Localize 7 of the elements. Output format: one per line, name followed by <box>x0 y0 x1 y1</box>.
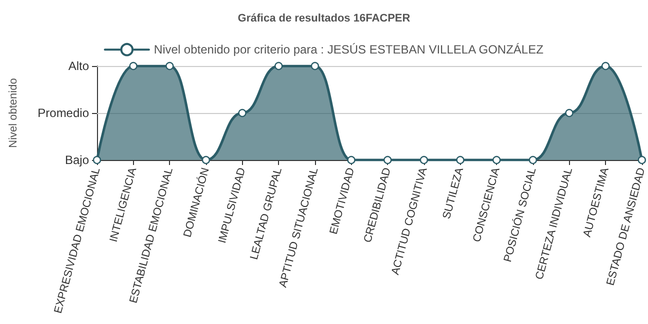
x-tick-label: LEALTAD GRUPAL <box>248 166 284 262</box>
chart-title: Gráfica de resultados 16FACPER <box>238 12 410 24</box>
text: Promedio <box>38 106 90 120</box>
text: Alto <box>68 59 90 73</box>
y-axis-title: Nivel obtenido <box>8 78 20 148</box>
text: Bajo <box>64 153 90 167</box>
legend-label: Nivel obtenido por criterio para : JESÚS ESTEBAN VILLELA GONZÁLEZ <box>154 42 544 57</box>
